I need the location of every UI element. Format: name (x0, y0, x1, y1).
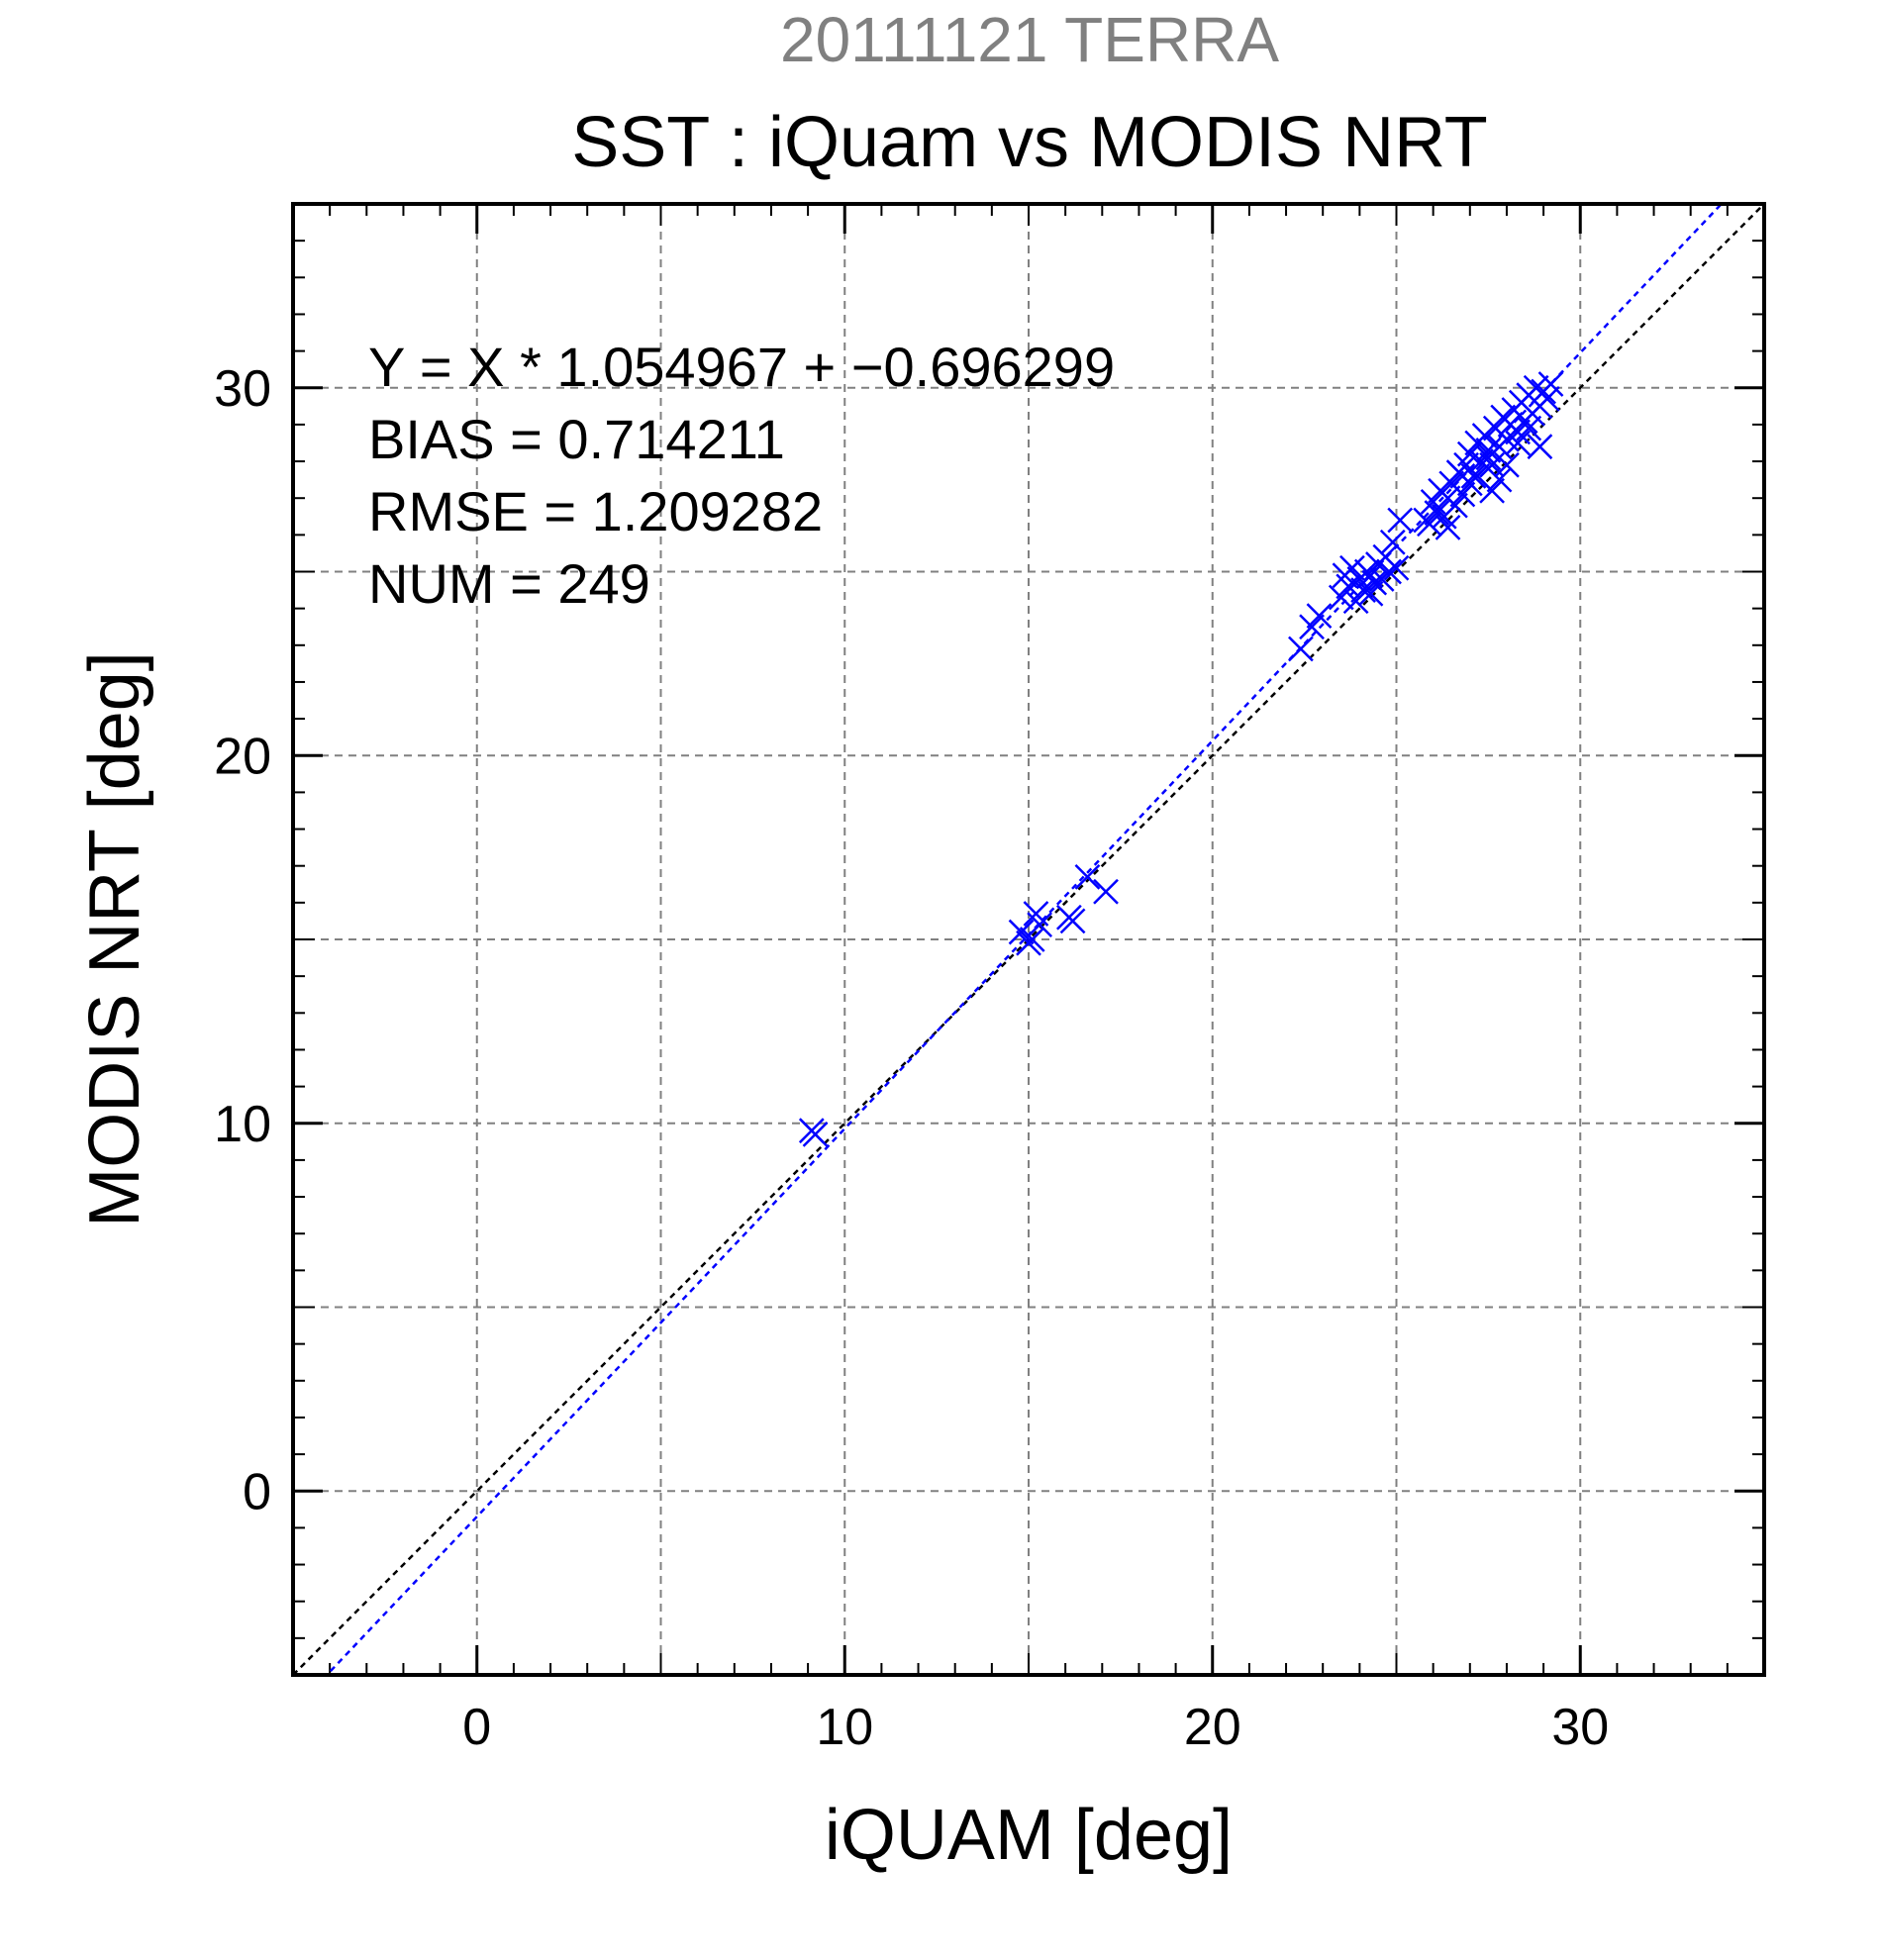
point-stroke (1475, 444, 1502, 471)
scatter-point (1494, 451, 1520, 478)
scatter-point (1376, 558, 1402, 585)
scatter-points (798, 371, 1564, 1147)
scatter-point (1486, 466, 1513, 493)
point-stroke (1288, 636, 1314, 662)
point-stroke (1361, 569, 1388, 596)
scatter-point (1449, 481, 1476, 508)
point-stroke (1537, 371, 1564, 397)
point-stroke (1424, 500, 1450, 526)
point-stroke (1486, 466, 1513, 493)
y-tick-label: 20 (214, 728, 271, 785)
scatter-point (1379, 529, 1406, 555)
scatter-point (1074, 863, 1101, 890)
point-stroke (1023, 901, 1049, 927)
point-stroke (1336, 573, 1362, 600)
x-axis-label: iQUAM [deg] (825, 1796, 1233, 1875)
point-stroke (1449, 481, 1476, 508)
point-stroke (1460, 463, 1487, 489)
y-tick-label: 0 (243, 1463, 271, 1520)
scatter-point (1460, 463, 1487, 489)
point-stroke (1299, 614, 1325, 640)
scatter-point (1008, 919, 1035, 945)
x-tick-label: 20 (1184, 1699, 1241, 1756)
point-stroke (1494, 451, 1520, 478)
point-stroke (1479, 477, 1505, 504)
fit-equation-text: Y = X * 1.054967 + −0.696299 (368, 336, 1115, 398)
rmse-text: RMSE = 1.209282 (368, 480, 823, 542)
scatter-point (1505, 430, 1531, 456)
chart-subtitle: 20111121 TERRA (780, 4, 1279, 75)
point-stroke (1379, 529, 1406, 555)
point-stroke (1387, 507, 1414, 534)
point-stroke (1505, 430, 1531, 456)
scatter-point (1299, 614, 1325, 640)
scatter-point (1339, 554, 1365, 581)
point-stroke (1376, 558, 1402, 585)
scatter-point (1306, 603, 1333, 629)
x-tick-label: 0 (462, 1699, 491, 1756)
num-text: NUM = 249 (368, 552, 650, 615)
point-stroke (1383, 554, 1410, 581)
point-stroke (1357, 562, 1384, 589)
y-tick-label: 10 (214, 1096, 271, 1153)
bias-text: BIAS = 0.714211 (368, 408, 785, 470)
scatter-point (1413, 507, 1439, 534)
point-stroke (802, 1122, 829, 1147)
point-stroke (1534, 386, 1560, 412)
x-tick-label: 10 (816, 1699, 873, 1756)
scatter-point (1059, 908, 1086, 934)
y-tick-label: 30 (214, 360, 271, 418)
point-stroke (1435, 515, 1461, 540)
point-stroke (1016, 930, 1041, 956)
scatter-point (1534, 386, 1560, 412)
scatter-point (1424, 500, 1450, 526)
scatter-point (1527, 434, 1553, 460)
scatter-point (1537, 371, 1564, 397)
point-stroke (1350, 577, 1376, 603)
stats-annotations: Y = X * 1.054967 + −0.696299 BIAS = 0.714… (368, 336, 1115, 615)
scatter-point (1442, 492, 1468, 519)
scatter-point (1387, 507, 1414, 534)
scatter-point (1093, 878, 1119, 905)
scatter-point (1016, 930, 1041, 956)
point-stroke (1527, 434, 1553, 460)
scatter-point (1288, 636, 1314, 662)
point-stroke (1413, 507, 1439, 534)
point-stroke (1339, 554, 1365, 581)
y-axis-label: MODIS NRT [deg] (75, 651, 154, 1227)
point-stroke (1059, 908, 1086, 934)
point-stroke (1027, 912, 1053, 938)
point-stroke (1074, 863, 1101, 890)
tick-labels: 0 10 20 30 0 10 20 30 (214, 360, 1609, 1756)
point-stroke (1093, 878, 1119, 905)
point-stroke (1468, 448, 1494, 474)
major-ticks (293, 204, 1764, 1675)
point-stroke (1306, 603, 1333, 629)
point-stroke (1008, 919, 1035, 945)
point-stroke (1449, 463, 1476, 489)
point-stroke (1516, 415, 1542, 441)
chart-title: SST : iQuam vs MODIS NRT (571, 103, 1488, 182)
scatter-point (1027, 912, 1053, 938)
point-stroke (1442, 492, 1468, 519)
scatter-point (1435, 515, 1461, 540)
scatter-point (1383, 554, 1410, 581)
plot-frame (291, 202, 1766, 1677)
scatter-point (1475, 444, 1502, 471)
x-tick-label: 30 (1551, 1699, 1609, 1756)
scatter-point (1449, 463, 1476, 489)
scatter-point (1516, 415, 1542, 441)
scatter-point (802, 1122, 829, 1147)
